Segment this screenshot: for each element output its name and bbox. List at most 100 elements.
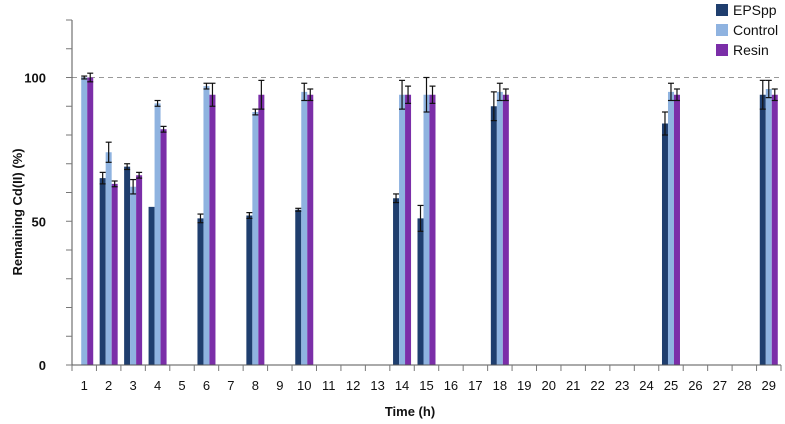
error-bar-epspp-15 — [417, 204, 424, 232]
bar-control-1 — [81, 77, 88, 365]
error-bar-resin-8 — [258, 79, 265, 110]
error-bar-resin-4 — [160, 125, 167, 133]
bar-resin-18 — [502, 94, 509, 365]
legend-item-resin: Resin — [716, 42, 769, 58]
bar-resin-3 — [136, 175, 143, 365]
error-bar-epspp-8 — [246, 212, 253, 219]
x-tick-label: 17 — [468, 378, 482, 393]
x-tick-label: 21 — [566, 378, 580, 393]
bar-resin-14 — [405, 94, 412, 365]
bar-control-3 — [130, 186, 137, 365]
x-tick-label: 19 — [517, 378, 531, 393]
y-tick-label: 100 — [24, 71, 46, 86]
error-bar-resin-29 — [771, 88, 778, 102]
x-tick-label: 25 — [664, 378, 678, 393]
bar-resin-25 — [673, 94, 680, 365]
x-tick-label: 9 — [276, 378, 283, 393]
bar-control-29 — [765, 89, 772, 365]
bar-epspp-10 — [295, 209, 302, 365]
x-tick-label: 16 — [444, 378, 458, 393]
x-tick-label: 24 — [639, 378, 653, 393]
x-tick-label: 13 — [370, 378, 384, 393]
bar-control-10 — [301, 91, 308, 365]
legend-item-control: Control — [716, 22, 778, 38]
y-axis-title: Remaining Cd(II) (%) — [10, 148, 25, 275]
error-bar-epspp-14 — [393, 193, 400, 204]
error-bar-control-1 — [81, 75, 88, 80]
x-tick-label: 5 — [178, 378, 185, 393]
error-bars-layer — [81, 72, 778, 232]
x-tick-label: 23 — [615, 378, 629, 393]
error-bar-resin-14 — [405, 85, 412, 104]
error-bar-control-25 — [667, 82, 674, 102]
error-bar-epspp-18 — [490, 91, 497, 122]
bar-epspp-8 — [246, 215, 253, 365]
x-tick-label: 2 — [105, 378, 112, 393]
x-tick-label: 4 — [154, 378, 161, 393]
error-bar-resin-3 — [136, 171, 143, 179]
bar-epspp-4 — [148, 206, 155, 365]
y-tick-label: 50 — [32, 214, 46, 229]
legend-swatch — [716, 24, 728, 36]
error-bar-control-6 — [203, 82, 210, 90]
x-tick-label: 1 — [81, 378, 88, 393]
error-bar-resin-2 — [111, 180, 118, 188]
y-tick-label: 0 — [39, 358, 46, 373]
error-bar-control-18 — [496, 82, 503, 102]
error-bar-control-3 — [130, 178, 137, 195]
bar-epspp-6 — [197, 218, 204, 365]
error-bar-resin-1 — [87, 72, 94, 83]
error-bar-control-15 — [423, 76, 430, 113]
bar-control-4 — [154, 103, 161, 365]
x-tick-label: 22 — [590, 378, 604, 393]
bar-epspp-29 — [759, 94, 766, 365]
error-bar-control-14 — [399, 79, 406, 110]
bar-control-18 — [496, 91, 503, 365]
bar-epspp-25 — [661, 123, 668, 365]
x-tick-label: 3 — [130, 378, 137, 393]
x-tick-label: 27 — [713, 378, 727, 393]
x-tick-label: 12 — [346, 378, 360, 393]
x-tick-label: 10 — [297, 378, 311, 393]
error-bar-epspp-3 — [124, 163, 131, 171]
bar-resin-10 — [307, 94, 314, 365]
bar-epspp-3 — [124, 166, 131, 365]
x-tick-label: 29 — [762, 378, 776, 393]
bar-control-14 — [399, 94, 406, 365]
x-tick-label: 26 — [688, 378, 702, 393]
bar-control-8 — [252, 112, 259, 365]
bar-control-2 — [105, 152, 112, 365]
legend-label: Control — [733, 22, 778, 38]
error-bar-epspp-2 — [99, 171, 106, 185]
bar-epspp-14 — [393, 198, 400, 365]
error-bar-epspp-25 — [661, 111, 668, 136]
error-bar-control-10 — [301, 82, 308, 102]
error-bar-resin-6 — [209, 82, 216, 107]
legend-swatch — [716, 4, 728, 16]
error-bar-resin-18 — [502, 88, 509, 102]
bar-epspp-18 — [490, 106, 497, 365]
x-tick-label: 11 — [322, 378, 336, 393]
error-bar-control-4 — [154, 99, 161, 107]
y-axis-ticks: 0 50 100 — [24, 19, 72, 373]
error-bar-control-29 — [765, 79, 772, 99]
bar-resin-2 — [111, 183, 118, 365]
bar-control-15 — [423, 94, 430, 365]
error-bar-control-2 — [105, 141, 112, 163]
x-tick-label: 7 — [227, 378, 234, 393]
bar-resin-4 — [160, 129, 167, 365]
x-tick-label: 20 — [542, 378, 556, 393]
bars-layer — [81, 77, 778, 365]
error-bar-epspp-10 — [295, 207, 302, 212]
bar-resin-29 — [771, 94, 778, 365]
bar-resin-6 — [209, 94, 216, 365]
error-bar-resin-10 — [307, 88, 314, 102]
error-bar-control-8 — [252, 108, 259, 116]
legend-swatch — [716, 44, 728, 56]
x-tick-label: 18 — [493, 378, 507, 393]
bar-control-6 — [203, 86, 210, 365]
x-tick-label: 8 — [252, 378, 259, 393]
bar-epspp-2 — [99, 178, 106, 365]
error-bar-epspp-6 — [197, 213, 204, 224]
